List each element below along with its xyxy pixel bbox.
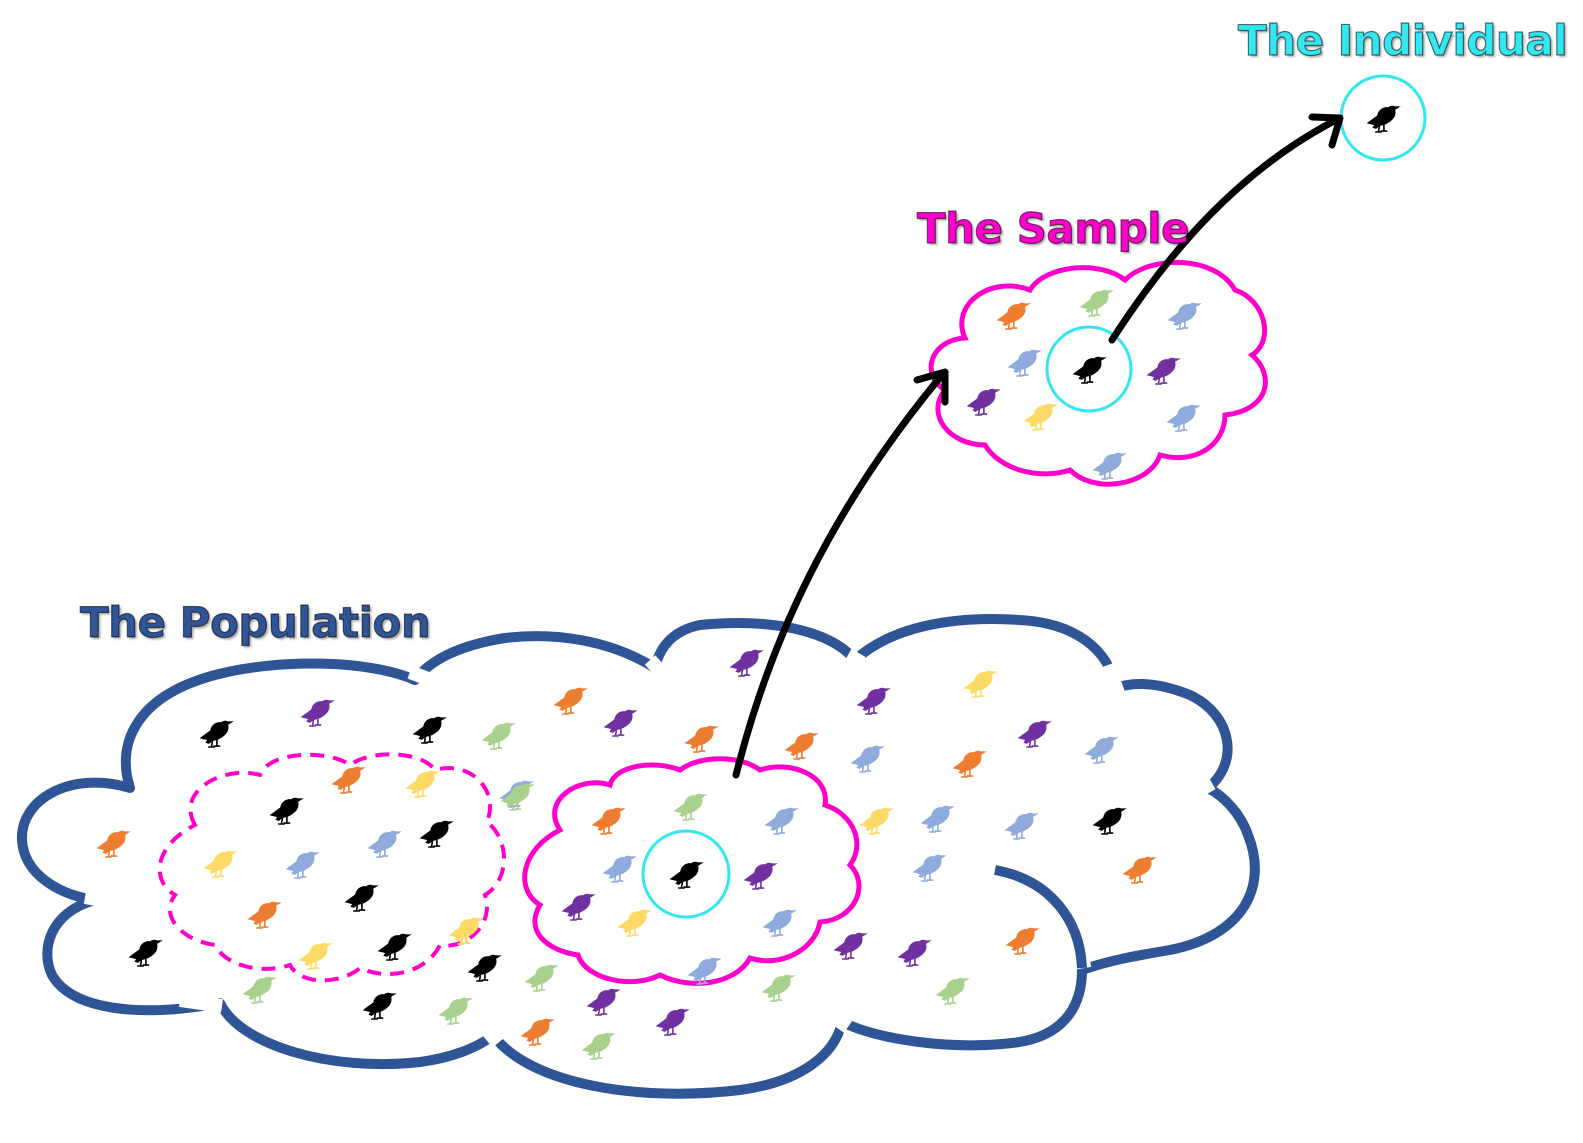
sample-bird-icon bbox=[1167, 302, 1202, 330]
population-bird-icon bbox=[920, 805, 955, 833]
population-bird-icon bbox=[362, 992, 397, 1020]
population-individual-bird-icon bbox=[669, 861, 704, 889]
population-bird-icon bbox=[405, 770, 440, 798]
sample-cloud-in-population-outline bbox=[522, 756, 862, 986]
individual-circle-in-sample bbox=[1045, 325, 1133, 413]
population-bird-icon bbox=[247, 901, 282, 929]
curved-arrow-icon bbox=[732, 113, 1344, 779]
population-bird-icon bbox=[912, 854, 947, 882]
arrow-sample-to-individual-head bbox=[1308, 113, 1344, 149]
population-sample-bird-icon bbox=[561, 893, 596, 921]
population-bird-icon bbox=[729, 649, 764, 677]
population-bird-icon bbox=[367, 830, 402, 858]
population-bird-icon bbox=[377, 933, 412, 961]
population-cloud bbox=[17, 613, 1260, 1099]
population-bird-icon bbox=[467, 954, 502, 982]
population-bird-icon bbox=[1005, 927, 1040, 955]
population-bird-icon bbox=[520, 1018, 555, 1046]
population-bird-icon bbox=[581, 1032, 616, 1060]
population-cloud-fold bbox=[994, 865, 1087, 969]
population-bird-icon bbox=[684, 725, 719, 753]
population-bird-icon bbox=[298, 942, 333, 970]
population-sample-bird-icon bbox=[764, 807, 799, 835]
population-bird-icon bbox=[524, 964, 559, 992]
population-bird-icon bbox=[935, 977, 970, 1005]
population-bird-icon bbox=[344, 884, 379, 912]
population-bird-icon bbox=[952, 750, 987, 778]
sample-bird-icon bbox=[1007, 349, 1042, 377]
population-birds bbox=[96, 649, 1157, 1060]
population-bird-icon bbox=[203, 850, 238, 878]
population-bird-icon bbox=[553, 687, 588, 715]
sample-bird-icon bbox=[1166, 404, 1201, 432]
population-cloud-outline bbox=[17, 613, 1260, 1099]
sample-birds bbox=[966, 289, 1202, 480]
population-sample-bird-icon bbox=[591, 807, 626, 835]
dashed-sample-cloud bbox=[157, 752, 506, 983]
population-bird-icon bbox=[438, 997, 473, 1025]
arrow-population-to-sample bbox=[732, 371, 946, 779]
population-bird-icon bbox=[300, 699, 335, 727]
sample-label: The Sample bbox=[916, 204, 1190, 253]
population-bird-icon bbox=[412, 716, 447, 744]
population-bird-icon bbox=[96, 830, 131, 858]
sample-bird-icon bbox=[966, 388, 1001, 416]
arrow-population-to-sample-head bbox=[913, 368, 949, 406]
sample-individual-bird-icon bbox=[1072, 356, 1107, 384]
population-bird-icon bbox=[833, 932, 868, 960]
population-bird-icon bbox=[856, 687, 891, 715]
sample-bird-icon bbox=[1079, 289, 1114, 317]
population-bird-icon bbox=[859, 807, 894, 835]
population-bird-icon bbox=[128, 939, 163, 967]
individual-birds bbox=[1366, 105, 1401, 133]
population-bird-icon bbox=[603, 709, 638, 737]
population-bird-icon bbox=[1004, 812, 1039, 840]
population-bird-icon bbox=[897, 939, 932, 967]
arrow-sample-to-individual bbox=[1108, 116, 1340, 344]
population-bird-icon bbox=[199, 720, 234, 748]
population-bird-icon bbox=[1017, 720, 1052, 748]
sample-bird-icon bbox=[1146, 357, 1181, 385]
population-bird-icon bbox=[500, 783, 535, 811]
population-sample-bird-icon bbox=[617, 909, 652, 937]
individual-label: The Individual bbox=[1237, 16, 1568, 65]
sample-bird-icon bbox=[1023, 403, 1058, 431]
population-bird-icon bbox=[269, 797, 304, 825]
population-sample-bird-icon bbox=[743, 862, 778, 890]
sample-cloud-in-population bbox=[522, 756, 862, 986]
population-bird-icon bbox=[963, 670, 998, 698]
sample-cloud bbox=[928, 259, 1268, 487]
population-bird-icon bbox=[761, 974, 796, 1002]
population-sample-bird-icon bbox=[673, 793, 708, 821]
individual-circle-in-population bbox=[641, 829, 731, 919]
individual-bird-icon bbox=[1366, 105, 1401, 133]
population-bird-icon bbox=[784, 732, 819, 760]
sample-cloud-outline bbox=[928, 259, 1268, 487]
dashed-sample-cloud-outline bbox=[157, 752, 506, 983]
population-bird-icon bbox=[331, 766, 366, 794]
population-bird-icon bbox=[1122, 856, 1157, 884]
population-bird-icon bbox=[242, 976, 277, 1004]
sample-bird-icon bbox=[996, 302, 1031, 330]
population-sample-bird-icon bbox=[762, 909, 797, 937]
population-bird-icon bbox=[655, 1008, 690, 1036]
population-sample-bird-icon bbox=[602, 855, 637, 883]
population-bird-icon bbox=[481, 722, 516, 750]
population-bird-icon bbox=[586, 988, 621, 1016]
population-bird-icon bbox=[1092, 807, 1127, 835]
population-bird-icon bbox=[419, 820, 454, 848]
population-bird-icon bbox=[1084, 736, 1119, 764]
population-bird-icon bbox=[285, 851, 320, 879]
population-label: The Population bbox=[79, 598, 431, 647]
population-bird-icon bbox=[850, 745, 885, 773]
sample-bird-icon bbox=[1092, 452, 1127, 480]
